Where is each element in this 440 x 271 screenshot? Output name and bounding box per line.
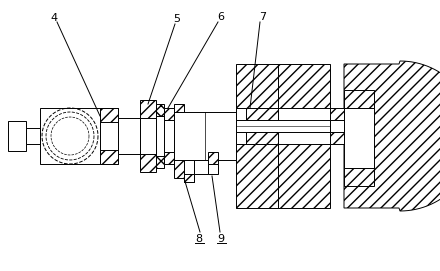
Bar bbox=[330, 120, 344, 132]
Text: 5: 5 bbox=[173, 14, 180, 24]
Polygon shape bbox=[236, 64, 278, 108]
Polygon shape bbox=[236, 144, 278, 208]
Bar bbox=[208, 152, 218, 164]
Bar bbox=[174, 112, 236, 160]
Bar bbox=[156, 116, 164, 156]
Text: 8: 8 bbox=[195, 234, 202, 244]
Bar bbox=[236, 132, 246, 144]
Polygon shape bbox=[344, 61, 440, 211]
Bar bbox=[236, 108, 278, 120]
Bar bbox=[156, 156, 164, 168]
Text: 6: 6 bbox=[217, 12, 224, 22]
Bar bbox=[174, 160, 184, 168]
Bar bbox=[194, 160, 208, 174]
Bar bbox=[330, 132, 344, 144]
Text: 9: 9 bbox=[217, 234, 224, 244]
Bar bbox=[330, 108, 344, 120]
Bar bbox=[174, 160, 184, 178]
Bar bbox=[140, 154, 156, 172]
Bar bbox=[344, 168, 374, 186]
Text: 4: 4 bbox=[51, 13, 58, 23]
Text: 7: 7 bbox=[260, 12, 267, 22]
Bar bbox=[164, 108, 174, 120]
Bar bbox=[40, 108, 100, 164]
Bar bbox=[236, 132, 278, 144]
Bar bbox=[174, 104, 184, 112]
Bar bbox=[100, 150, 118, 164]
Bar bbox=[344, 108, 374, 168]
Bar bbox=[344, 90, 374, 108]
Bar bbox=[140, 118, 156, 154]
Bar bbox=[236, 108, 246, 120]
Bar bbox=[118, 118, 140, 154]
Bar bbox=[100, 108, 118, 122]
Polygon shape bbox=[278, 144, 330, 208]
Bar bbox=[184, 174, 194, 182]
Polygon shape bbox=[278, 64, 330, 108]
Bar bbox=[140, 100, 156, 118]
Bar bbox=[26, 128, 40, 144]
Bar bbox=[8, 121, 26, 151]
Bar bbox=[164, 120, 174, 152]
Bar bbox=[184, 160, 194, 182]
Bar bbox=[236, 120, 330, 132]
Bar bbox=[156, 104, 164, 116]
Bar bbox=[164, 152, 174, 164]
Bar bbox=[100, 108, 118, 164]
Bar bbox=[208, 164, 218, 174]
